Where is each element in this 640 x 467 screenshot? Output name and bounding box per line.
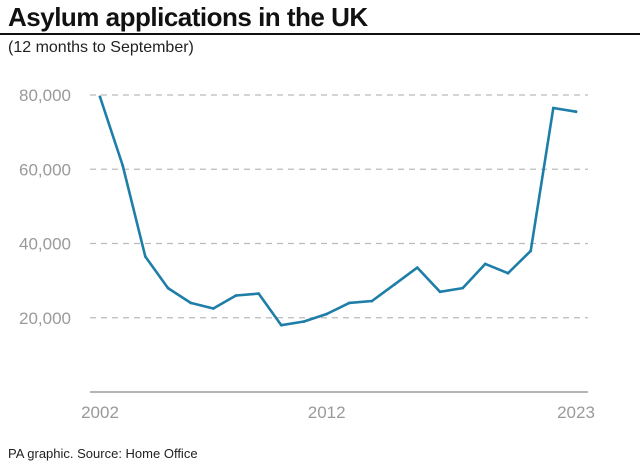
chart-title: Asylum applications in the UK xyxy=(8,2,368,32)
data-point xyxy=(257,292,261,296)
data-point xyxy=(189,301,193,305)
series-line xyxy=(98,95,578,327)
y-tick-label: 80,000 xyxy=(19,86,71,105)
data-point xyxy=(234,294,238,297)
title-rule xyxy=(0,33,640,35)
data-point xyxy=(551,106,555,110)
data-point xyxy=(166,286,170,290)
data-point xyxy=(529,249,533,253)
data-point xyxy=(98,95,102,99)
data-point xyxy=(415,266,419,270)
data-point xyxy=(574,110,578,114)
data-point xyxy=(121,164,125,167)
source-note: PA graphic. Source: Home Office xyxy=(8,446,198,461)
data-point xyxy=(211,307,215,310)
data-point xyxy=(347,301,351,305)
y-axis-labels: 80,000 60,000 40,000 20,000 xyxy=(19,86,71,328)
data-point xyxy=(143,255,147,258)
data-point xyxy=(370,299,374,303)
chart-subtitle: (12 months to September) xyxy=(8,39,194,56)
data-point xyxy=(279,323,283,327)
data-point xyxy=(438,290,442,294)
x-tick-label: 2002 xyxy=(81,403,119,422)
y-tick-label: 20,000 xyxy=(19,309,71,328)
data-point xyxy=(302,320,306,323)
x-tick-label: 2023 xyxy=(557,403,595,422)
data-point xyxy=(393,282,397,286)
grid-lines xyxy=(90,94,588,319)
data-point xyxy=(483,262,487,266)
data-point xyxy=(461,286,465,290)
y-tick-label: 60,000 xyxy=(19,160,71,179)
x-axis-labels: 2002 2012 2023 xyxy=(81,403,595,422)
data-point xyxy=(325,312,329,316)
series-layer xyxy=(98,95,578,327)
x-tick-label: 2012 xyxy=(308,403,346,422)
data-point xyxy=(506,271,510,275)
y-tick-label: 40,000 xyxy=(19,235,71,254)
